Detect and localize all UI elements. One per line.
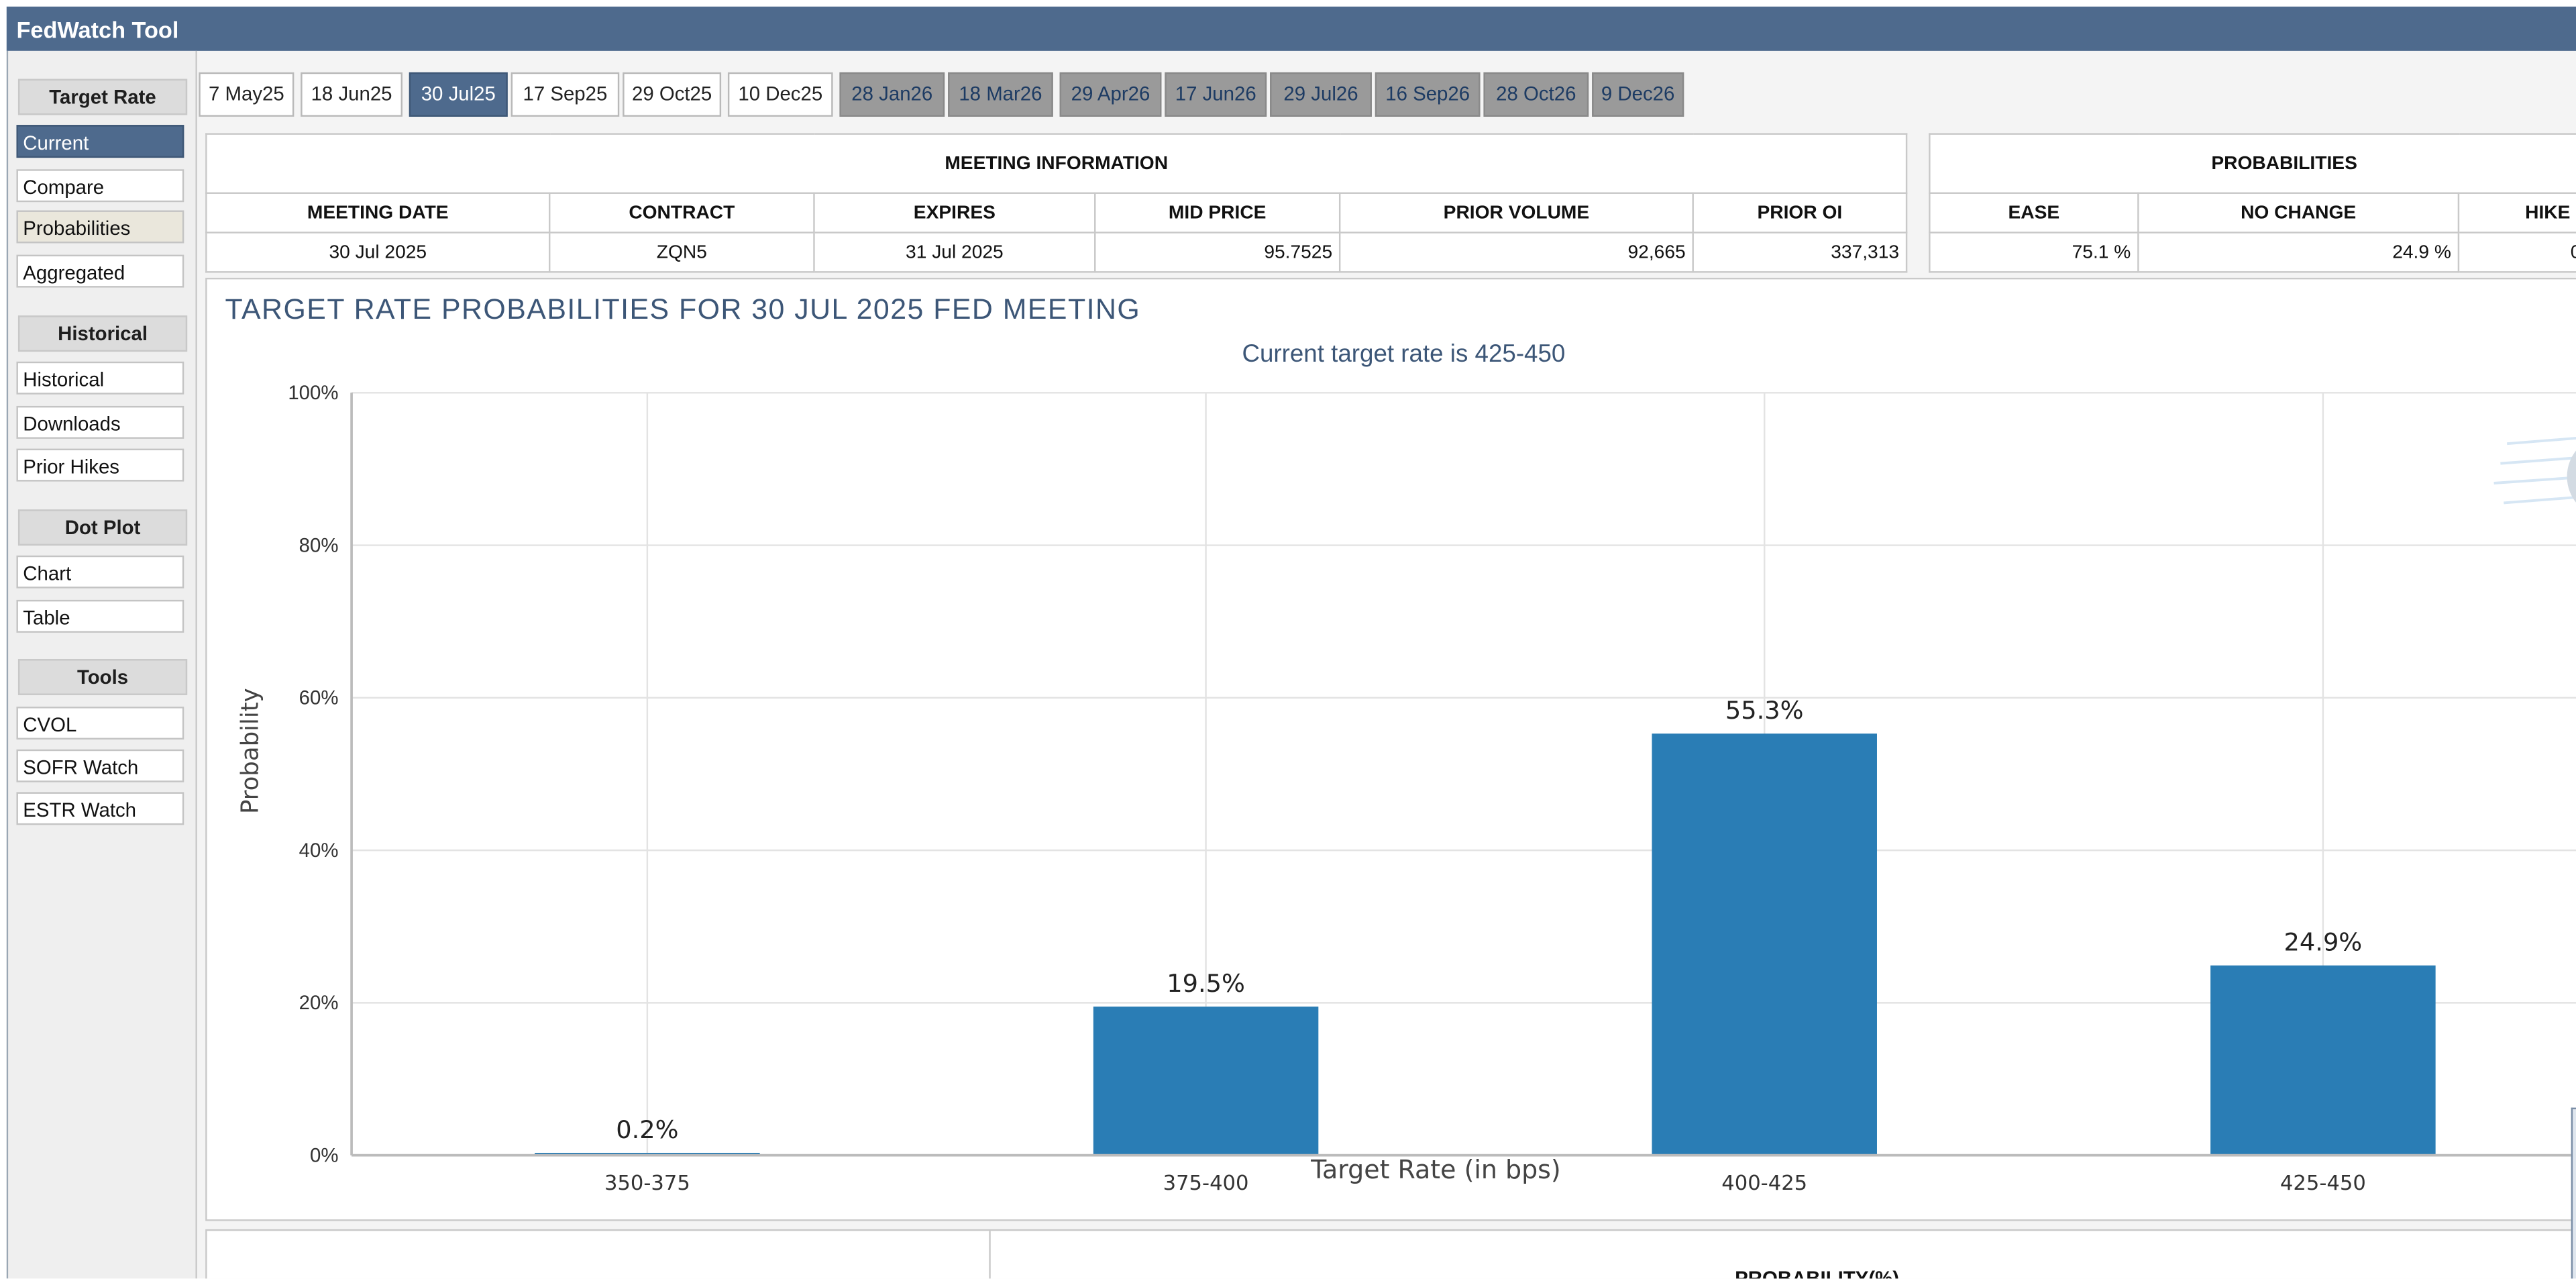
table-divider	[989, 1231, 991, 1279]
meeting-information-caption: MEETING INFORMATION	[205, 133, 1908, 194]
watermark-stroke-2	[2493, 476, 2576, 484]
sidebar-item-probabilities[interactable]: Probabilities	[16, 210, 184, 244]
sidebar-item-table[interactable]: Table	[16, 599, 184, 633]
bar-value-label-375-400: 19.5%	[1167, 969, 1245, 998]
probabilities-caption: PROBABILITIES	[1929, 133, 2576, 194]
title-bar: FedWatch Tool	[6, 6, 2576, 51]
sidebar-heading-tools: Tools	[17, 659, 188, 695]
bar-375-400	[1093, 1007, 1319, 1156]
bar-value-label-425-450: 24.9%	[2284, 928, 2363, 957]
watermark-stroke-3	[2504, 496, 2576, 505]
sidebar-item-chart[interactable]: Chart	[16, 555, 184, 589]
target-rate-bar-chart: 0% 20% 40% 60% 80% 100% 0.2% 350-375 19.5% 375-40…	[236, 382, 2576, 1195]
tab-meeting-29-apr26[interactable]: 29 Apr26	[1059, 72, 1162, 117]
quikstrike-watermark-icon	[2493, 437, 2576, 505]
y-tick-label-1: 20%	[299, 992, 339, 1014]
chart-title: TARGET RATE PROBABILITIES FOR 30 JUL 202…	[225, 292, 1141, 325]
header-expires: EXPIRES	[813, 192, 1096, 234]
tool-frame: Target Rate Current Compare Probabilitie…	[6, 50, 2576, 1279]
sidebar-heading-historical: Historical	[17, 315, 188, 352]
watermark-stroke-0	[2507, 437, 2576, 446]
x-tick-label-350-375: 350-375	[604, 1172, 690, 1195]
sidebar-heading-dot-plot: Dot Plot	[17, 509, 188, 546]
meeting-information-table: MEETING INFORMATION MEETING DATE CONTRAC…	[205, 133, 1908, 273]
sidebar-item-cvol[interactable]: CVOL	[16, 707, 184, 740]
sidebar-item-compare[interactable]: Compare	[16, 169, 184, 203]
sidebar-item-historical[interactable]: Historical	[16, 361, 184, 395]
header-prior-oi: PRIOR OI	[1692, 192, 1908, 234]
sidebar: Target Rate Current Compare Probabilitie…	[8, 50, 197, 1279]
y-tick-label-3: 60%	[299, 687, 339, 709]
app-title: FedWatch Tool	[16, 16, 179, 43]
bar-400-425	[1652, 733, 1877, 1156]
probability-table-panel: PROBABILITY(%)	[205, 1229, 2576, 1279]
bar-value-label-400-425: 55.3%	[1725, 696, 1804, 725]
header-prior-volume: PRIOR VOLUME	[1338, 192, 1694, 234]
header-no-change: NO CHANGE	[2137, 192, 2460, 234]
watermark-ring	[2567, 450, 2576, 503]
tab-meeting-17-jun26[interactable]: 17 Jun26	[1165, 72, 1267, 117]
tab-meeting-17-sep25[interactable]: 17 Sep25	[511, 72, 620, 117]
probabilities-table: PROBABILITIES EASE NO CHANGE HIKE 75.1 %…	[1929, 133, 2576, 273]
x-tick-label-375-400: 375-400	[1163, 1172, 1249, 1195]
cell-no-change: 24.9 %	[2137, 232, 2460, 273]
y-tick-label-0: 0%	[310, 1144, 338, 1166]
sidebar-item-estr-watch[interactable]: ESTR Watch	[16, 792, 184, 825]
header-mid-price: MID PRICE	[1094, 192, 1341, 234]
sidebar-item-prior-hikes[interactable]: Prior Hikes	[16, 448, 184, 482]
y-tick-label-2: 40%	[299, 839, 339, 862]
cell-ease: 75.1 %	[1929, 232, 2139, 273]
tab-meeting-30-jul25[interactable]: 30 Jul25	[409, 72, 508, 117]
tab-meeting-7-may25[interactable]: 7 May25	[199, 72, 294, 117]
tab-meeting-18-mar26[interactable]: 18 Mar26	[948, 72, 1053, 117]
y-axis-title: Probability	[236, 688, 264, 814]
x-tick-label-400-425: 400-425	[1721, 1172, 1807, 1195]
header-meeting-date: MEETING DATE	[205, 192, 551, 234]
tab-meeting-29-oct25[interactable]: 29 Oct25	[623, 72, 722, 117]
header-contract: CONTRACT	[548, 192, 815, 234]
y-tick-label-4: 80%	[299, 534, 339, 556]
header-hike: HIKE	[2457, 192, 2576, 234]
cell-hike: 0	[2457, 232, 2576, 273]
y-tick-label-5: 100%	[288, 382, 338, 404]
cell-contract: ZQN5	[548, 232, 815, 273]
bar-value-label-350-375: 0.2%	[616, 1115, 678, 1144]
sidebar-item-downloads[interactable]: Downloads	[16, 405, 184, 439]
sidebar-heading-target-rate: Target Rate	[17, 79, 188, 115]
x-tick-label-425-450: 425-450	[2280, 1172, 2366, 1195]
tab-meeting-9-dec26[interactable]: 9 Dec26	[1592, 72, 1684, 117]
tab-meeting-18-jun25[interactable]: 18 Jun25	[301, 72, 403, 117]
cell-expires: 31 Jul 2025	[813, 232, 1096, 273]
tab-meeting-28-oct26[interactable]: 28 Oct26	[1483, 72, 1589, 117]
bar-425-450	[2210, 965, 2436, 1156]
cell-prior-oi: 337,313	[1692, 232, 1908, 273]
chart-subtitle: Current target rate is 425-450	[1242, 340, 1566, 368]
sidebar-item-current[interactable]: Current	[16, 125, 184, 158]
side-panel-handle[interactable]	[2571, 1107, 2576, 1279]
probability-percent-caption: PROBABILITY(%)	[1735, 1267, 1899, 1278]
cell-prior-volume: 92,665	[1338, 232, 1694, 273]
watermark-stroke-1	[2500, 456, 2576, 465]
sidebar-item-sofr-watch[interactable]: SOFR Watch	[16, 749, 184, 782]
header-ease: EASE	[1929, 192, 2139, 234]
sidebar-item-aggregated[interactable]: Aggregated	[16, 254, 184, 288]
x-axis-title: Target Rate (in bps)	[1310, 1155, 1561, 1184]
tab-meeting-29-jul26[interactable]: 29 Jul26	[1270, 72, 1372, 117]
tab-meeting-10-dec25[interactable]: 10 Dec25	[727, 72, 833, 117]
cell-mid-price: 95.7525	[1094, 232, 1341, 273]
cell-meeting-date: 30 Jul 2025	[205, 232, 551, 273]
tab-meeting-16-sep26[interactable]: 16 Sep26	[1375, 72, 1481, 117]
chart-panel: TARGET RATE PROBABILITIES FOR 30 JUL 202…	[205, 277, 2576, 1221]
tab-meeting-28-jan26[interactable]: 28 Jan26	[839, 72, 945, 117]
